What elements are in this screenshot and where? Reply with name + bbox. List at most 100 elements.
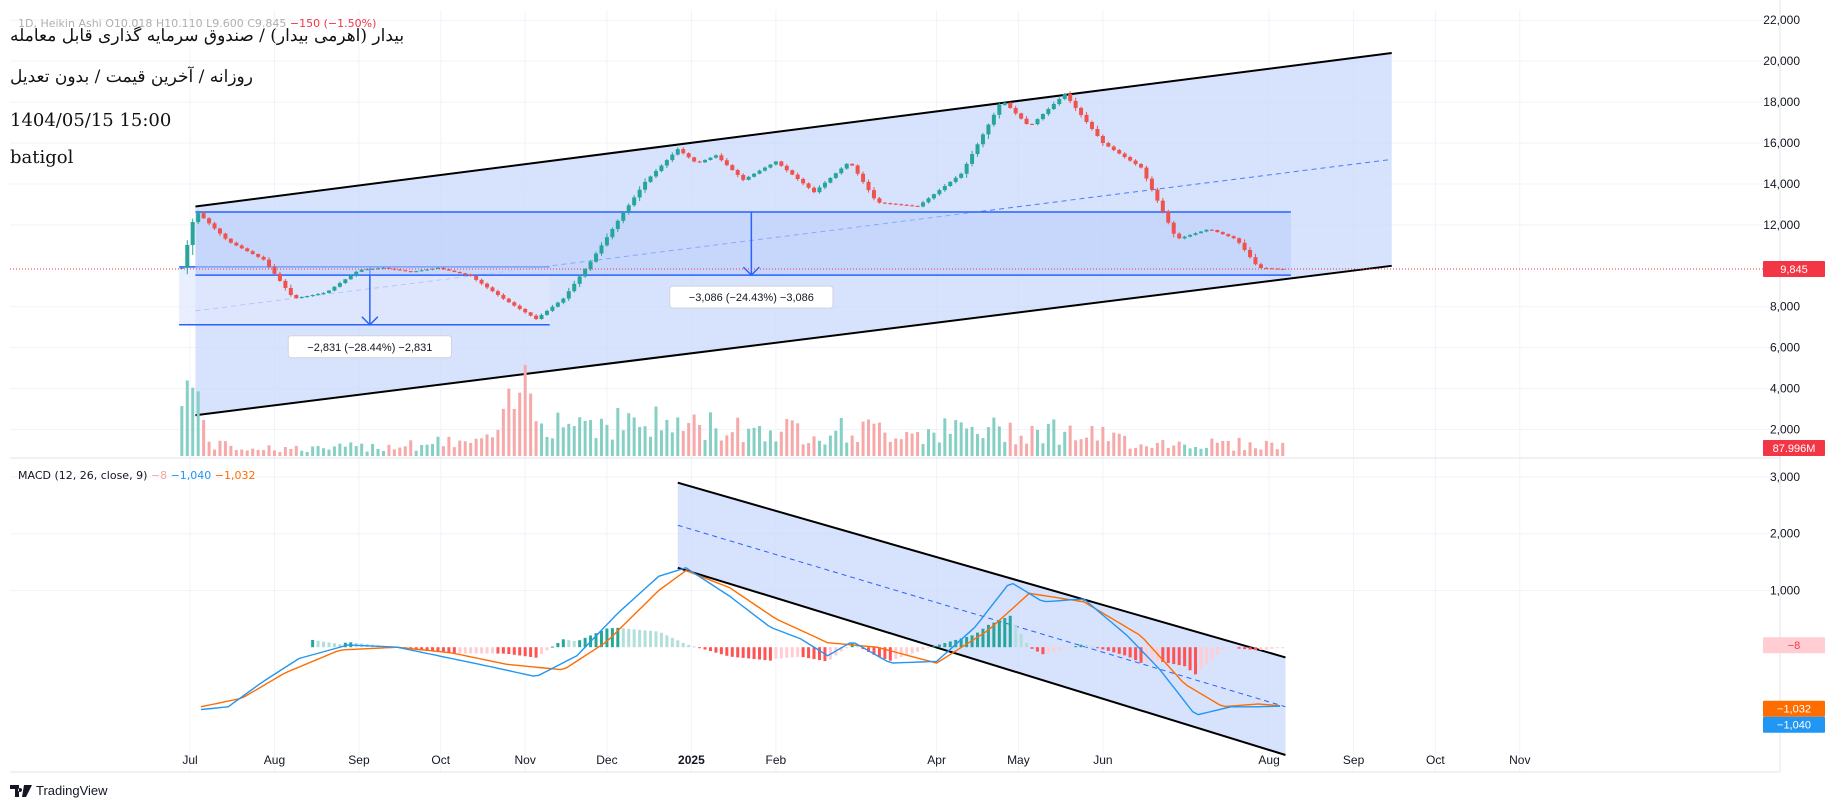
volume-bar [490, 437, 494, 456]
macd-channel-midline [677, 524, 1286, 708]
candle-body [991, 114, 996, 125]
price-tick-label: 4,000 [1770, 382, 1800, 396]
macd-histogram-bar [1046, 647, 1050, 653]
candle-body [637, 189, 642, 198]
tradingview-icon [10, 784, 32, 797]
candle-body [485, 283, 490, 288]
candle-body [419, 270, 424, 272]
volume-value-label-bg [1763, 440, 1825, 456]
candle-body [599, 245, 604, 254]
volume-bar [1106, 441, 1110, 456]
macd-histogram-bar [512, 647, 516, 655]
price-tick-label: 20,000 [1763, 54, 1800, 68]
last-price-label-bg [1763, 260, 1825, 277]
volume-bar [1204, 447, 1208, 456]
candle-body [844, 163, 849, 169]
measure-2-label: −3,086 (−24.43%) −3,086 [689, 292, 814, 304]
candle-body [1013, 108, 1018, 114]
tradingview-logo[interactable]: TradingView [10, 783, 108, 798]
macd-signal-tag: −1,032 [1777, 704, 1811, 716]
macd-signal-tag-bg [1763, 700, 1825, 717]
candle-body [354, 271, 359, 276]
candlestick-series [179, 91, 1285, 321]
price-range-measure-zones[interactable] [179, 211, 1291, 326]
candle-body [468, 274, 473, 277]
macd-histogram-bar [845, 647, 849, 649]
time-tick-label: Oct [1426, 753, 1445, 767]
macd-histogram-bar [490, 647, 494, 654]
volume-bar [1117, 433, 1121, 456]
macd-histogram-bar [1166, 647, 1170, 664]
macd-histogram-bar [1008, 615, 1012, 648]
macd-histogram-bar [338, 644, 342, 648]
macd-histogram-bar [463, 647, 467, 654]
macd-histogram-bar [610, 628, 614, 648]
candle-body [239, 245, 244, 249]
macd-legend[interactable]: MACD (12, 26, close, 9) −8 −1,040 −1,032 [18, 469, 256, 482]
candle-body [904, 204, 909, 206]
volume-bar [550, 438, 554, 456]
candle-body [730, 165, 735, 171]
macd-histogram-bar [534, 647, 538, 658]
macd-histogram-bar [649, 630, 653, 648]
macd-histogram-bar [1259, 647, 1263, 650]
volume-bar [218, 440, 222, 456]
volume-bar [305, 451, 309, 456]
candle-body [534, 315, 539, 320]
macd-histogram-bar [997, 620, 1001, 648]
candle-body [1040, 114, 1045, 120]
price-tick-label: 2,000 [1770, 423, 1800, 437]
macd-histogram-bar [556, 642, 560, 648]
candle-body [926, 198, 931, 203]
macd-histogram-bar [1232, 647, 1236, 649]
volume-bar [240, 449, 244, 456]
candle-body [1128, 157, 1133, 161]
macd-histogram-bar [665, 635, 669, 648]
volume-bar [1057, 444, 1061, 456]
candle-body [980, 134, 985, 145]
candle-body [964, 163, 969, 174]
macd-histogram-bar [1139, 647, 1143, 663]
macd-histogram-bar [1079, 644, 1083, 648]
macd-histogram-bar [322, 641, 326, 648]
candle-body [877, 198, 882, 203]
axes: 22,000 20,000 18,000 16,000 14,000 12,000 8,00… [182, 13, 1800, 767]
candle-body [207, 218, 212, 224]
macd-histogram-bar [719, 647, 723, 655]
time-tick-label: Nov [1509, 753, 1530, 767]
candle-body [588, 261, 593, 270]
candle-body [757, 170, 762, 174]
candle-body [1166, 211, 1171, 223]
volume-bar [409, 440, 413, 456]
volume-bar [894, 438, 898, 456]
macd-histogram-bar [736, 647, 740, 658]
candle-body [1068, 93, 1073, 101]
candle-body [495, 291, 500, 295]
candle-body [512, 302, 517, 306]
candle-body [517, 305, 522, 309]
volume-bar [839, 417, 843, 456]
volume-bar [970, 426, 974, 456]
volume-bar [1068, 425, 1072, 456]
candle-body [1051, 103, 1056, 110]
volume-bar [1003, 441, 1007, 456]
time-tick-label: Aug [264, 753, 285, 767]
volume-bar [436, 436, 440, 456]
macd-histogram-bar [1025, 642, 1029, 648]
volume-bar [256, 449, 260, 456]
candle-body [1215, 230, 1220, 233]
candle-body [1209, 229, 1214, 231]
measure-1-zone [179, 266, 550, 325]
volume-bar [545, 436, 549, 456]
macd-line-tag: −1,040 [1777, 720, 1811, 732]
candle-body [1198, 231, 1203, 234]
macd-line [200, 567, 1281, 716]
candle-body [1149, 178, 1154, 190]
volume-bar [300, 450, 304, 456]
candle-body [752, 173, 757, 177]
volume-bar [899, 439, 903, 456]
volume-bar [414, 450, 418, 456]
macd-histogram-bar [1035, 647, 1039, 652]
volume-bar [360, 443, 364, 456]
macd-histogram-bar [1003, 618, 1007, 648]
